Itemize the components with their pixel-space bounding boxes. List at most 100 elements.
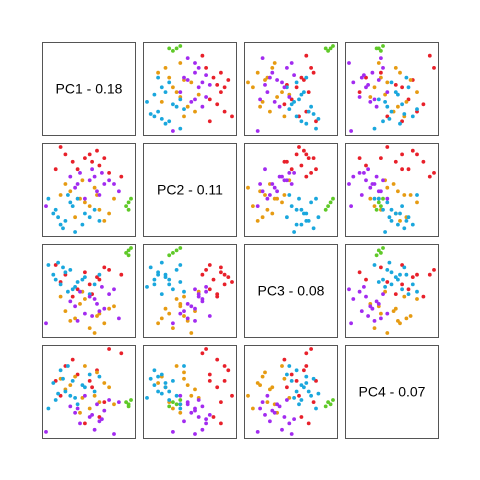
data-point xyxy=(379,189,383,194)
data-point xyxy=(182,376,186,381)
data-point xyxy=(292,73,296,77)
data-point xyxy=(167,311,172,316)
data-point xyxy=(306,156,311,161)
data-point xyxy=(90,314,94,318)
data-point xyxy=(95,402,99,407)
data-point xyxy=(211,277,216,282)
data-point xyxy=(70,204,75,209)
data-point xyxy=(292,396,296,400)
data-point xyxy=(70,294,75,299)
data-point xyxy=(83,364,87,368)
data-point xyxy=(95,370,99,375)
data-point xyxy=(87,372,92,377)
data-point xyxy=(265,90,270,94)
data-point xyxy=(90,413,94,417)
data-point xyxy=(302,148,306,153)
data-point xyxy=(200,53,205,58)
data-point xyxy=(46,406,51,411)
data-point xyxy=(294,207,299,212)
data-point xyxy=(406,85,411,90)
data-point xyxy=(174,268,179,272)
data-point xyxy=(351,174,356,179)
diagonal-label-pc1: PC1 - 0.18 xyxy=(56,81,123,97)
data-point xyxy=(189,410,194,415)
data-point xyxy=(287,421,292,426)
data-point xyxy=(87,406,92,411)
data-point xyxy=(304,75,309,80)
data-point xyxy=(58,393,63,398)
data-point xyxy=(95,148,99,153)
data-point xyxy=(167,80,172,85)
data-point xyxy=(385,311,390,316)
data-point xyxy=(75,280,80,284)
data-point xyxy=(73,230,77,234)
data-point xyxy=(255,430,260,434)
data-point xyxy=(70,159,75,164)
data-point xyxy=(265,393,270,398)
data-point xyxy=(44,204,48,209)
data-point xyxy=(193,70,197,75)
data-point xyxy=(196,85,201,90)
data-point xyxy=(263,78,267,82)
panel-r2-c1 xyxy=(42,143,136,237)
data-point xyxy=(44,430,48,434)
data-point xyxy=(368,196,373,201)
data-point xyxy=(415,297,419,301)
data-point xyxy=(204,285,209,289)
data-point xyxy=(376,200,381,205)
data-point xyxy=(185,400,190,404)
data-point xyxy=(73,185,77,190)
data-point xyxy=(112,196,116,201)
data-point xyxy=(376,248,381,253)
data-point xyxy=(193,387,197,392)
data-point xyxy=(309,66,313,70)
data-point xyxy=(178,393,183,398)
data-point xyxy=(80,383,85,387)
data-point xyxy=(311,156,316,161)
data-point xyxy=(63,219,68,223)
data-point xyxy=(100,417,104,421)
data-point xyxy=(200,104,205,109)
data-point xyxy=(117,400,121,404)
data-point xyxy=(368,304,373,309)
data-point xyxy=(372,326,377,330)
data-point xyxy=(87,326,92,330)
data-point xyxy=(379,56,383,60)
data-point xyxy=(381,207,385,212)
data-point xyxy=(178,402,183,407)
data-point xyxy=(357,90,362,94)
data-point xyxy=(200,299,205,304)
data-point xyxy=(268,387,272,392)
data-point xyxy=(189,393,194,398)
data-point xyxy=(260,215,265,220)
data-point xyxy=(53,263,58,267)
data-point xyxy=(415,152,419,157)
data-point xyxy=(200,404,205,409)
data-point xyxy=(379,204,383,209)
data-point xyxy=(372,126,377,131)
data-point xyxy=(270,66,275,70)
data-point xyxy=(53,277,58,282)
data-point xyxy=(294,114,299,119)
data-point xyxy=(178,311,183,316)
data-point xyxy=(167,119,172,124)
data-point xyxy=(102,400,107,404)
data-point xyxy=(215,385,220,390)
data-point xyxy=(215,292,220,296)
data-point xyxy=(282,114,287,119)
data-point xyxy=(126,207,131,212)
data-point xyxy=(402,193,407,197)
data-point xyxy=(372,204,377,209)
data-point xyxy=(304,364,309,368)
data-point xyxy=(415,289,419,294)
data-point xyxy=(97,309,102,313)
data-point xyxy=(107,385,111,390)
data-point xyxy=(389,80,394,85)
data-point xyxy=(364,178,368,183)
data-point xyxy=(159,391,164,396)
data-point xyxy=(73,316,77,321)
data-point xyxy=(285,215,289,220)
data-point xyxy=(393,159,398,164)
data-point xyxy=(260,100,265,104)
data-point xyxy=(314,406,318,411)
